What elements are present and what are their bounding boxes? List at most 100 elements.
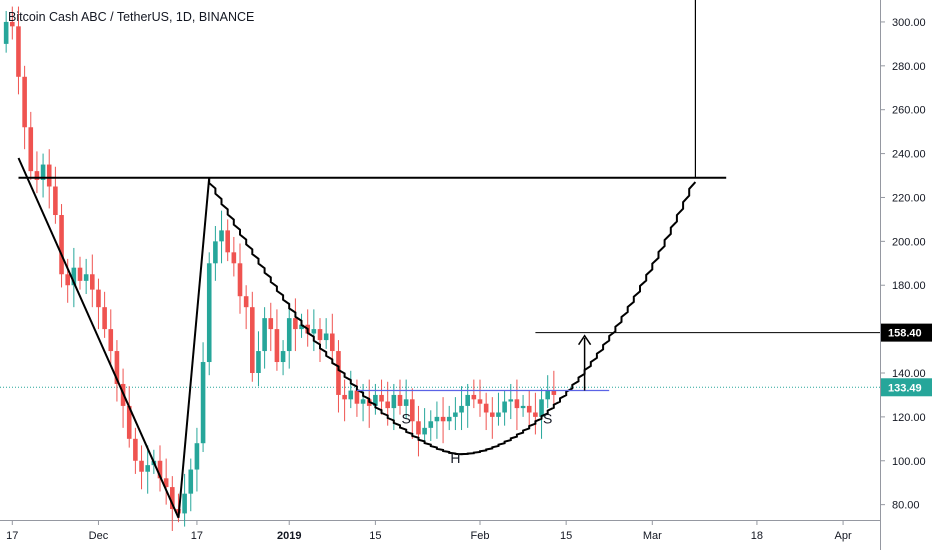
candle (71, 267, 77, 286)
candle (490, 412, 495, 417)
candle (46, 164, 52, 187)
candle (348, 390, 354, 400)
pattern-label: H (450, 450, 460, 466)
candle (428, 421, 434, 428)
candle (422, 427, 427, 435)
candle (108, 329, 114, 352)
candle (28, 127, 34, 172)
candle (194, 443, 200, 470)
candle (114, 351, 120, 384)
candle (520, 405, 526, 409)
candle (446, 416, 452, 422)
candle (379, 394, 384, 402)
candle (250, 307, 255, 373)
candle (139, 460, 144, 472)
x-tick-label: Mar (643, 530, 662, 542)
candle (34, 171, 40, 180)
candle (354, 390, 360, 404)
candle (126, 405, 132, 439)
candle (243, 296, 249, 308)
breakout-arrow-head (577, 334, 592, 346)
candle (360, 399, 366, 404)
candle (219, 230, 224, 242)
candle (317, 329, 323, 341)
candle (268, 318, 274, 330)
trend-line-up (177, 177, 211, 518)
x-tick-label: 17 (6, 530, 18, 542)
candle (330, 333, 335, 352)
y-tick-label: 200.00 (892, 236, 926, 248)
candle (225, 230, 230, 253)
candle (182, 493, 187, 514)
candle (231, 252, 237, 264)
candle (373, 394, 378, 406)
last-price-label-bg (881, 378, 932, 397)
candle (286, 318, 292, 352)
y-tick-label: 220.00 (892, 192, 926, 204)
y-tick-label: 80.00 (892, 500, 920, 512)
target-price-label: 158.40 (888, 328, 922, 340)
x-tick-label: Apr (835, 530, 852, 542)
candle (410, 399, 415, 422)
y-tick-label: 300.00 (892, 17, 926, 29)
candle (471, 394, 477, 400)
candle (22, 76, 27, 128)
candle (483, 403, 489, 413)
candle (206, 263, 212, 363)
candle (96, 289, 101, 308)
candle (459, 405, 464, 413)
y-tick-label: 180.00 (892, 280, 926, 292)
candle (391, 394, 397, 409)
y-tick-label: 140.00 (892, 368, 926, 380)
candle (502, 401, 507, 413)
y-tick-label: 120.00 (892, 412, 926, 424)
x-tick-label: 2019 (277, 530, 301, 542)
candle (416, 421, 421, 435)
candle (336, 351, 341, 395)
candle (10, 21, 15, 27)
candle (102, 307, 107, 330)
candle (53, 186, 58, 216)
candle (434, 416, 440, 422)
x-tick-label: Dec (89, 530, 109, 542)
candle (256, 351, 261, 373)
candle (385, 401, 390, 409)
candle (65, 274, 70, 286)
candle (545, 390, 550, 400)
candle (323, 333, 329, 341)
candle (77, 267, 83, 281)
candle (145, 465, 150, 472)
x-tick-label: 17 (191, 530, 203, 542)
chart-title: Bitcoin Cash ABC / TetherUS, 1D, BINANCE (8, 10, 255, 24)
y-tick-label: 280.00 (892, 61, 926, 73)
cup-curve (208, 177, 697, 456)
x-tick-label: 15 (560, 530, 572, 542)
candle (299, 324, 304, 330)
candle (83, 274, 89, 281)
candle (213, 241, 218, 264)
candle (453, 412, 458, 417)
candle (533, 412, 538, 417)
candle (465, 394, 470, 406)
last-price-label: 133.49 (888, 382, 922, 394)
candle (440, 416, 446, 422)
candle (403, 399, 409, 406)
candle (342, 394, 347, 400)
candle (397, 394, 403, 406)
candle (293, 318, 298, 330)
pattern-label: S (543, 410, 552, 426)
candle (90, 274, 95, 290)
candle (40, 164, 46, 180)
y-tick-label: 260.00 (892, 105, 926, 117)
candle (237, 263, 243, 297)
candle (508, 399, 514, 402)
candle (188, 469, 194, 494)
candle (59, 215, 64, 275)
candle (280, 351, 286, 363)
candle (157, 460, 163, 479)
trend-line-down (17, 157, 180, 519)
candle (311, 329, 317, 334)
x-tick-label: 18 (751, 530, 763, 542)
